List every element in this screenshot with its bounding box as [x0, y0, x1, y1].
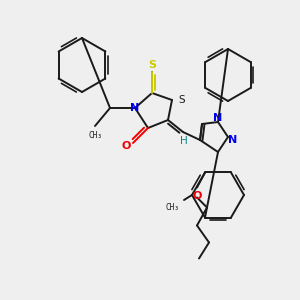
Text: S: S: [178, 95, 184, 105]
Text: N: N: [130, 103, 140, 113]
Text: O: O: [192, 191, 202, 202]
Text: O: O: [121, 141, 131, 151]
Text: CH₃: CH₃: [165, 203, 179, 212]
Text: N: N: [228, 135, 238, 145]
Text: S: S: [148, 60, 156, 70]
Text: H: H: [180, 136, 188, 146]
Text: N: N: [213, 113, 223, 123]
Text: CH₃: CH₃: [88, 131, 102, 140]
